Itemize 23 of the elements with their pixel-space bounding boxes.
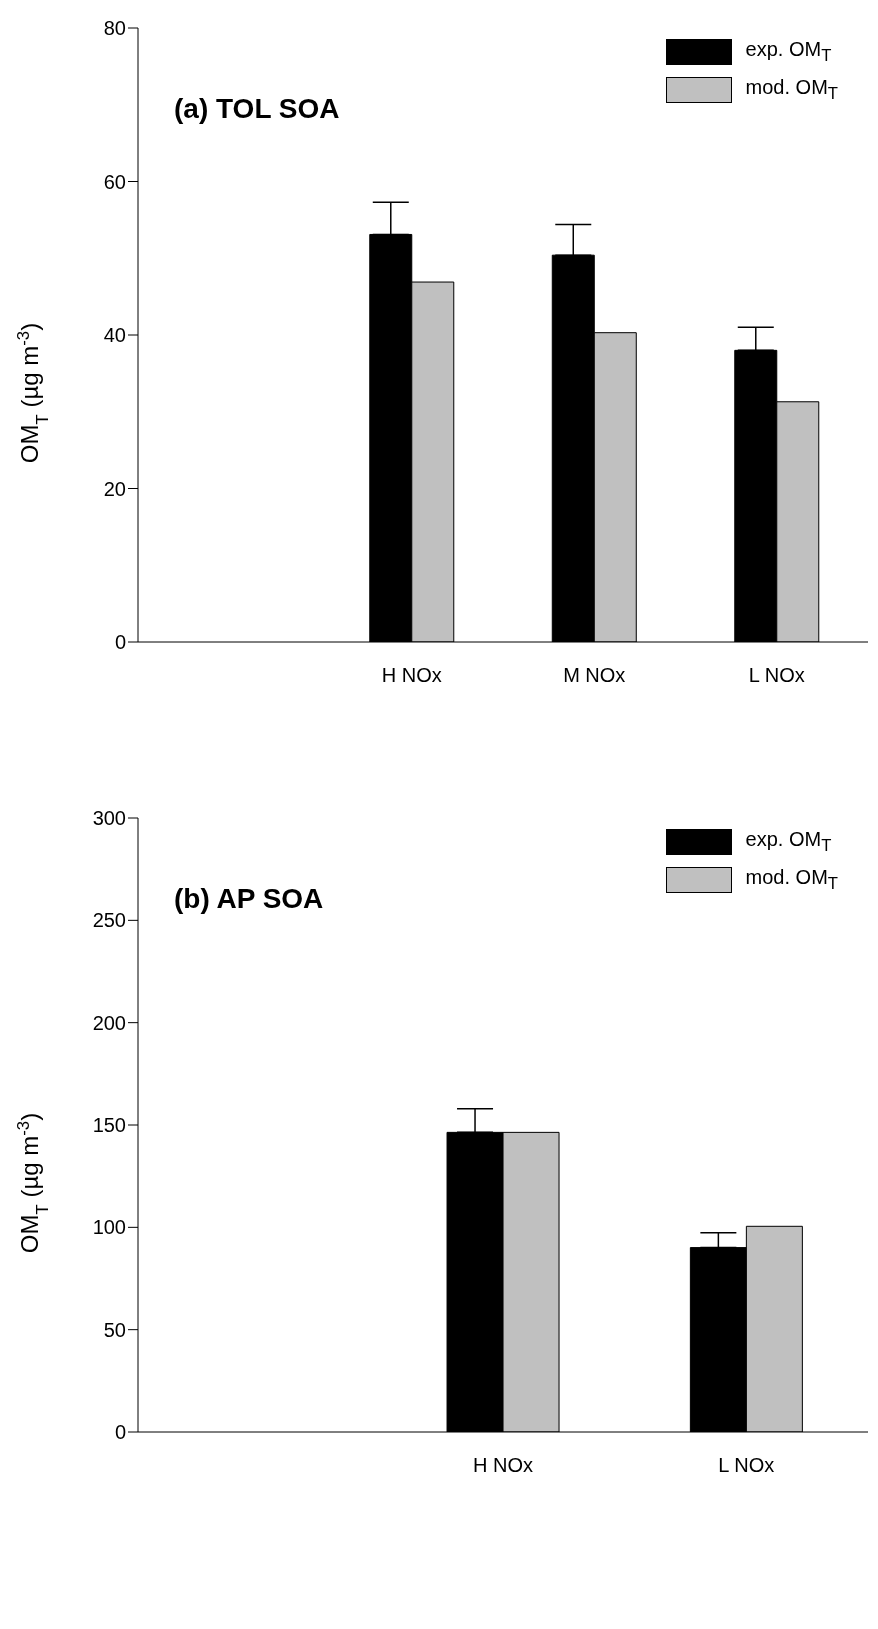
x-tick-label: H NOx — [473, 1454, 533, 1477]
legend-label: exp. OM$_{T}$ — [745, 828, 832, 856]
y-tick-label: 80 — [103, 17, 126, 40]
x-tick-label: L NOx — [718, 1454, 775, 1477]
y-tick-label: 0 — [114, 631, 126, 654]
x-tick-label: M NOx — [563, 664, 626, 687]
y-tick-label: 200 — [92, 1011, 126, 1034]
y-tick-label: 60 — [103, 170, 126, 193]
y-tick-label: 300 — [92, 807, 126, 830]
y-tick-label: 20 — [103, 477, 126, 500]
y-tick-label: 100 — [92, 1216, 126, 1239]
x-tick-label: H NOx — [381, 664, 442, 687]
legend-label: exp. OM$_{T}$ — [745, 38, 832, 66]
y-tick-label: 150 — [92, 1114, 126, 1137]
y-tick-label: 0 — [114, 1421, 126, 1444]
y-tick-label: 40 — [103, 324, 126, 347]
legend-label: mod. OM$_{T}$ — [745, 76, 838, 104]
text: (b) AP SOA — [174, 883, 324, 914]
y-tick-label: 50 — [103, 1318, 126, 1341]
legend-label: mod. OM$_{T}$ — [745, 866, 838, 894]
x-tick-label: L NOx — [748, 664, 805, 687]
y-tick-label: 250 — [92, 909, 126, 932]
text: (a) TOL SOA — [174, 93, 340, 124]
